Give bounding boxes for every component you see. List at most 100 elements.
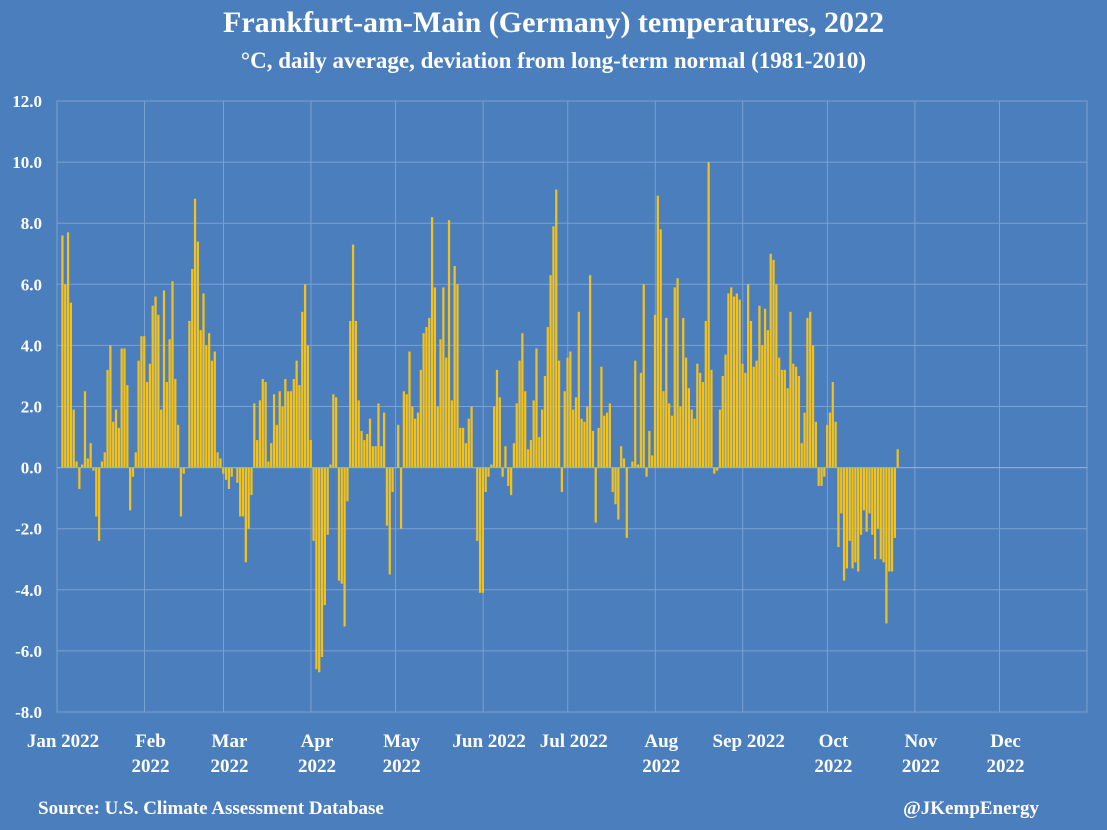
daily-bar xyxy=(171,281,174,468)
daily-bar xyxy=(758,305,761,468)
daily-bar xyxy=(174,379,177,468)
daily-bar xyxy=(318,467,321,673)
daily-bar xyxy=(205,345,208,468)
daily-bar xyxy=(797,375,801,468)
daily-bar xyxy=(168,339,171,468)
daily-bar xyxy=(848,467,851,541)
daily-bar xyxy=(763,308,767,468)
bar-series xyxy=(61,162,899,673)
daily-bar xyxy=(120,348,123,468)
daily-bar xyxy=(202,293,205,468)
daily-bar xyxy=(747,284,750,468)
daily-bar xyxy=(478,467,482,593)
daily-bar xyxy=(529,440,532,468)
daily-bar xyxy=(371,446,374,468)
daily-bar xyxy=(541,409,544,468)
daily-bar xyxy=(366,434,369,468)
x-tick-year-label: 2022 xyxy=(987,756,1025,777)
daily-bar xyxy=(326,467,329,535)
daily-bar xyxy=(196,241,199,468)
daily-bar xyxy=(761,345,764,468)
daily-bar xyxy=(769,253,772,468)
daily-bar xyxy=(224,467,228,480)
x-tick-label: Oct xyxy=(819,731,849,752)
daily-bar xyxy=(157,314,160,468)
daily-bar xyxy=(306,345,310,468)
daily-bar xyxy=(842,467,846,581)
daily-bar xyxy=(591,430,595,468)
daily-bar xyxy=(411,406,414,468)
daily-bar xyxy=(239,467,242,517)
daily-bar xyxy=(298,385,301,468)
daily-bar xyxy=(854,467,857,563)
daily-bar xyxy=(772,259,775,468)
x-tick-label: Jun 2022 xyxy=(452,731,525,752)
daily-bar xyxy=(656,195,659,468)
daily-bar xyxy=(453,265,456,468)
x-tick-year-label: 2022 xyxy=(298,756,336,777)
daily-bar xyxy=(264,382,267,468)
daily-bar xyxy=(735,293,738,468)
x-tick-year-label: 2022 xyxy=(210,756,248,777)
daily-bar xyxy=(557,360,561,468)
daily-bar xyxy=(704,320,707,468)
daily-bar xyxy=(597,427,600,468)
daily-bar xyxy=(123,348,126,468)
daily-bar xyxy=(778,357,781,468)
daily-bar xyxy=(351,244,355,468)
daily-bar xyxy=(439,339,442,468)
daily-bar xyxy=(625,467,628,538)
x-tick-label: Jul 2022 xyxy=(540,731,608,752)
chart-title: Frankfurt-am-Main (Germany) temperatures… xyxy=(223,6,884,39)
daily-bar xyxy=(710,369,713,468)
y-tick-label: 10.0 xyxy=(12,153,42,172)
daily-bar xyxy=(126,385,129,468)
daily-bar xyxy=(332,394,335,468)
daily-bar xyxy=(247,467,250,529)
daily-bar xyxy=(61,235,64,468)
daily-bar xyxy=(72,409,75,468)
daily-bar xyxy=(803,412,806,468)
daily-bar xyxy=(292,379,295,468)
daily-bar xyxy=(456,284,459,468)
daily-bar xyxy=(470,406,473,468)
y-tick-label: 4.0 xyxy=(21,336,42,355)
daily-bar xyxy=(552,226,555,468)
daily-bar xyxy=(219,458,222,468)
daily-bar xyxy=(148,363,152,468)
daily-bar xyxy=(464,443,468,468)
daily-bar xyxy=(512,443,516,468)
daily-bar xyxy=(648,430,651,468)
daily-bar xyxy=(160,409,163,468)
daily-bar xyxy=(323,467,326,606)
daily-bar xyxy=(811,345,815,468)
daily-bar xyxy=(154,296,157,468)
daily-bar xyxy=(600,366,603,468)
daily-bar xyxy=(162,290,166,468)
daily-bar xyxy=(64,284,67,468)
daily-bar xyxy=(442,287,445,468)
daily-bar xyxy=(611,467,614,493)
daily-bar xyxy=(112,421,115,468)
x-tick-year-label: 2022 xyxy=(814,756,852,777)
daily-bar xyxy=(388,467,391,575)
daily-bar xyxy=(230,467,233,477)
x-tick-label: Jan 2022 xyxy=(27,731,99,752)
daily-bar xyxy=(430,217,434,468)
daily-bar xyxy=(272,394,276,468)
daily-bar xyxy=(580,418,583,468)
daily-bar xyxy=(684,357,688,468)
y-tick-label: -8.0 xyxy=(15,703,42,722)
daily-bar xyxy=(851,467,854,569)
daily-bar xyxy=(738,299,741,468)
x-tick-label: Dec xyxy=(990,731,1021,752)
daily-bar xyxy=(608,403,611,468)
y-tick-label: 2.0 xyxy=(21,398,42,417)
daily-bar xyxy=(752,366,755,468)
daily-bar xyxy=(151,305,154,468)
daily-bar xyxy=(676,278,679,468)
daily-bar xyxy=(701,382,705,468)
y-tick-label: 6.0 xyxy=(21,275,42,294)
daily-bar xyxy=(724,354,727,468)
